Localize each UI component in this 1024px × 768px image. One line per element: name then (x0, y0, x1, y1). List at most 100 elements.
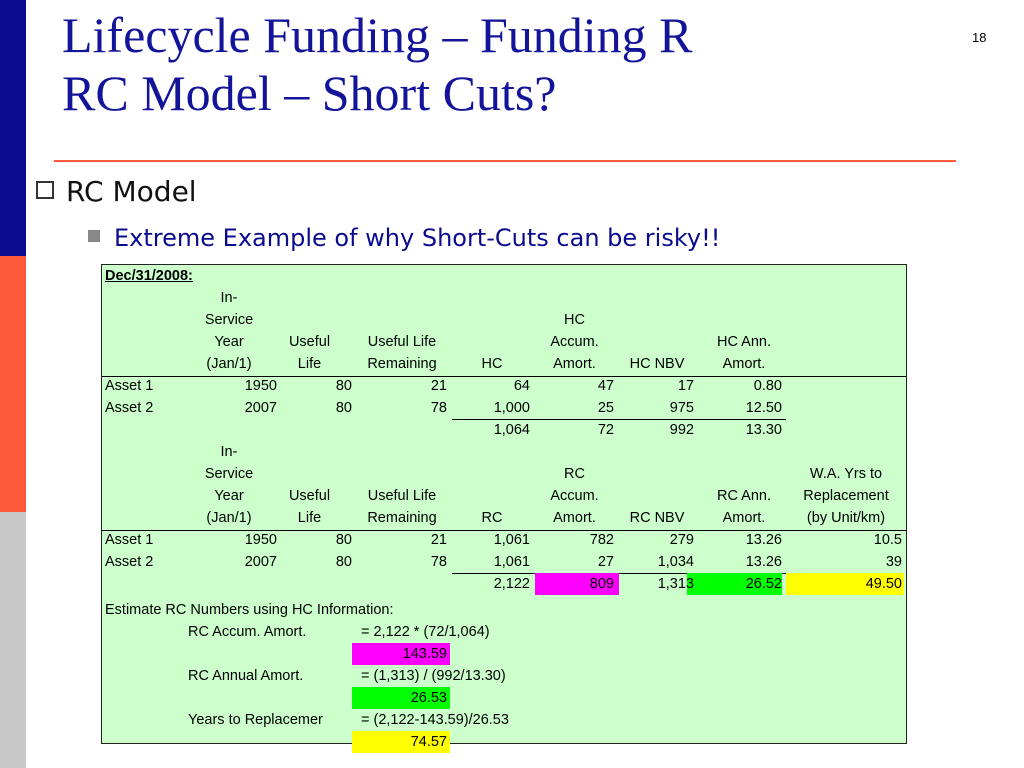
estimate-2-result: 26.53 (410, 690, 447, 706)
rc-row-2-cell-life: 80 (335, 554, 352, 570)
hc-header-c5-line-0: HC (564, 312, 585, 328)
rc-row-2-cell-years: 39 (885, 554, 902, 570)
hc-header-c5-line-2: Amort. (553, 356, 596, 372)
hc-total-accum: 72 (597, 422, 614, 438)
bullet-level-1: RC Model (36, 174, 197, 210)
hc-row-2-cell-accum: 25 (597, 400, 614, 416)
hc-header-c1-line-2: Year (214, 334, 244, 350)
hc-header-c6-line-0: HC NBV (629, 356, 685, 372)
hc-total-annual: 13.30 (745, 422, 782, 438)
hc-header-c7-line-1: Amort. (722, 356, 766, 372)
estimate-2-highlight (352, 687, 450, 709)
hc-header-c7-line-0: HC Ann. (717, 334, 771, 350)
title-line-1: Lifecycle Funding – Funding R (62, 7, 693, 63)
estimate-1-result: 143.59 (402, 646, 447, 662)
hc-row-1-cell-year: 1950 (244, 378, 277, 394)
rc-row-2-cell-nbv: 1,034 (657, 554, 694, 570)
estimate-2-formula: = (1,313) / (992/13.30) (361, 668, 506, 684)
rc-header-c5-line-2: Amort. (553, 510, 596, 526)
rc-row-2-cell-cost: 1,061 (493, 554, 530, 570)
bullet-level-2: Extreme Example of why Short-Cuts can be… (88, 222, 720, 254)
rc-header-c8-line-2: (by Unit/km) (806, 510, 886, 526)
hc-row-1-cell-nbv: 17 (677, 378, 694, 394)
hc-row-1-cell-life: 80 (335, 378, 352, 394)
rc-header-c8-line-0: W.A. Yrs to (809, 466, 883, 482)
title-divider (54, 160, 956, 162)
hc-header-divider (102, 376, 906, 377)
estimate-1-label: RC Accum. Amort. (188, 624, 307, 640)
spreadsheet-table: Dec/31/2008: In- Service Year (Jan/1) Useful L… (101, 264, 907, 753)
rc-header-divider (102, 530, 906, 531)
hc-header-c3-line-1: Remaining (367, 356, 437, 372)
hc-total-nbv: 992 (669, 422, 694, 438)
rc-total-accum: 809 (589, 576, 614, 592)
rc-row-2-cell-remaining: 78 (430, 554, 447, 570)
rc-header-c3-line-1: Remaining (367, 510, 437, 526)
bullet-2-text: Extreme Example of why Short-Cuts can be… (114, 224, 721, 252)
side-bar-blue (0, 0, 26, 256)
hc-header-c1-line-0: In- (220, 290, 238, 306)
estimate-2-label: RC Annual Amort. (188, 668, 304, 684)
hc-row-1-cell-name: Asset 1 (105, 378, 154, 394)
rc-row-2-cell-name: Asset 2 (105, 554, 154, 570)
rc-header-c5-line-0: RC (564, 466, 585, 482)
rc-header-c3-line-0: Useful Life (367, 488, 437, 504)
hc-header-c3-line-0: Useful Life (367, 334, 437, 350)
slide-title: Lifecycle Funding – Funding R RC Model –… (62, 6, 962, 122)
estimate-3-result: 74.57 (410, 734, 447, 750)
hc-header-c5-line-1: Accum. (550, 334, 599, 350)
rc-row-1-cell-years: 10.5 (873, 532, 902, 548)
rc-row-1-cell-accum: 782 (589, 532, 614, 548)
estimate-1-highlight (352, 643, 450, 665)
slide-number: 18 (972, 30, 987, 45)
estimate-1-formula: = 2,122 * (72/1,064) (361, 624, 490, 640)
hc-row-1-cell-accum: 47 (597, 378, 614, 394)
rc-header-c2-line-1: Life (297, 510, 322, 526)
side-bar-red (0, 256, 26, 512)
rc-total-nbv: 1,313 (657, 576, 694, 592)
rc-total-years: 49.50 (865, 576, 902, 592)
rc-row-1-cell-life: 80 (335, 532, 352, 548)
hc-header-c2-line-0: Useful (288, 334, 331, 350)
rc-header-c1-line-3: (Jan/1) (206, 510, 252, 526)
hc-header-c2-line-1: Life (297, 356, 322, 372)
hc-total-cost: 1,064 (493, 422, 530, 438)
date-label: Dec/31/2008: (105, 268, 193, 284)
rc-header-c1-line-0: In- (220, 444, 238, 460)
hc-row-2-cell-cost: 1,000 (493, 400, 530, 416)
hc-row-2-cell-annual: 12.50 (745, 400, 782, 416)
estimate-3-label: Years to Replacemer (188, 712, 323, 728)
hollow-square-bullet-icon (36, 181, 54, 199)
rc-row-2-cell-year: 2007 (244, 554, 277, 570)
hc-row-1-cell-cost: 64 (513, 378, 530, 394)
hc-row-2-cell-year: 2007 (244, 400, 277, 416)
rc-header-c7-line-0: RC Ann. (717, 488, 771, 504)
rc-header-c6-line-0: RC NBV (629, 510, 685, 526)
hc-header-c1-line-1: Service (204, 312, 254, 328)
rc-row-1-cell-cost: 1,061 (493, 532, 530, 548)
estimate-3-highlight (352, 731, 450, 753)
rc-total-cost: 2,122 (493, 576, 530, 592)
rc-header-c5-line-1: Accum. (550, 488, 599, 504)
rc-header-c1-line-1: Service (204, 466, 254, 482)
estimate-3-formula: = (2,122-143.59)/26.53 (361, 712, 509, 728)
rc-row-1-cell-name: Asset 1 (105, 532, 154, 548)
rc-row-2-cell-accum: 27 (597, 554, 614, 570)
rc-total-line (452, 573, 786, 574)
rc-row-1-cell-year: 1950 (244, 532, 277, 548)
hc-row-2-cell-nbv: 975 (669, 400, 694, 416)
hc-row-1-cell-remaining: 21 (430, 378, 447, 394)
rc-header-c8-line-1: Replacement (803, 488, 889, 504)
square-bullet-icon (88, 230, 100, 242)
title-line-2: RC Model – Short Cuts? (62, 65, 557, 121)
hc-total-line (452, 419, 786, 420)
rc-total-annual: 26.52 (745, 576, 782, 592)
rc-header-c7-line-1: Amort. (722, 510, 766, 526)
side-bar-gray (0, 512, 26, 768)
rc-row-1-cell-remaining: 21 (430, 532, 447, 548)
highlight-rc-annual (687, 573, 782, 595)
rc-row-1-cell-annual: 13.26 (745, 532, 782, 548)
rc-header-c2-line-0: Useful (288, 488, 331, 504)
estimate-title: Estimate RC Numbers using HC Information… (105, 602, 394, 618)
hc-header-c1-line-3: (Jan/1) (206, 356, 252, 372)
